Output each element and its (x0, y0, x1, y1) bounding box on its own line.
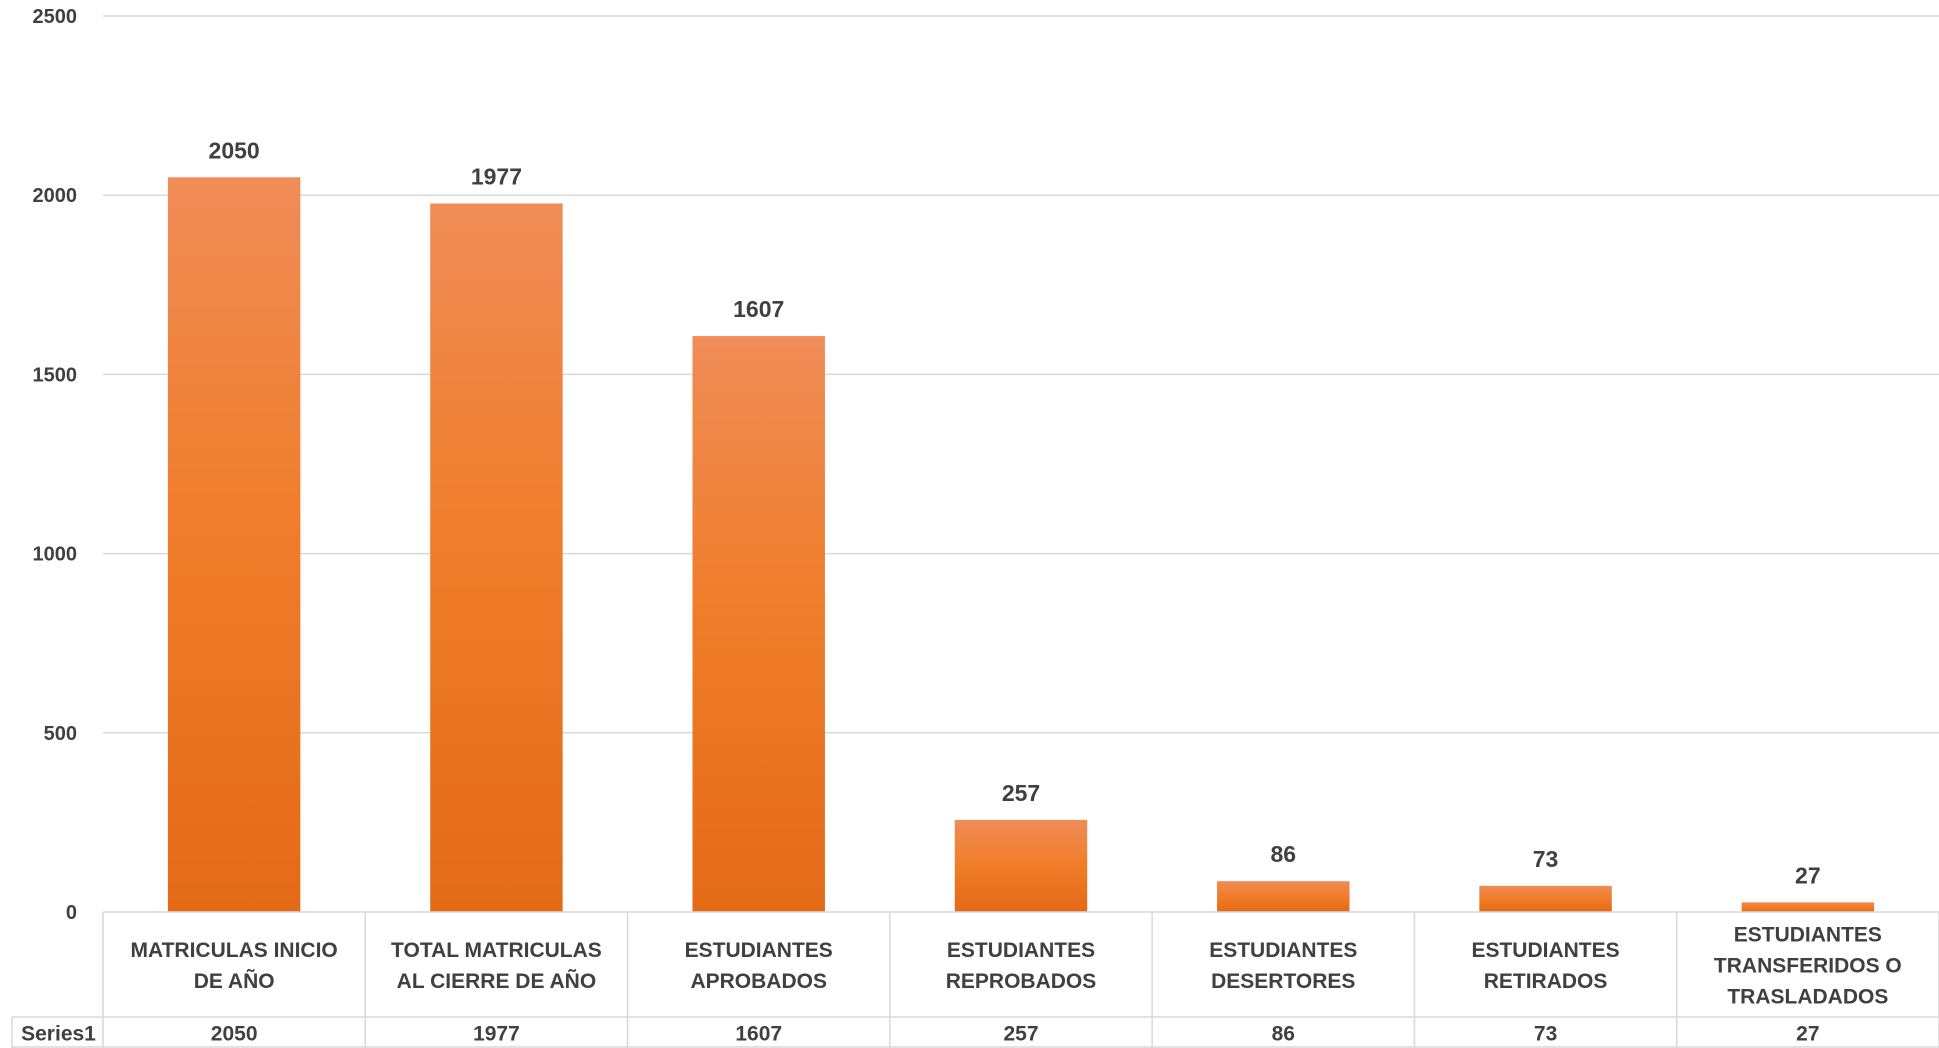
table-cell-value: 86 (1272, 1023, 1295, 1046)
series-label: Series1 (21, 1023, 96, 1046)
bar (430, 203, 563, 912)
data-table (11, 911, 1939, 1048)
category-label: ESTUDIANTES RETIRADOS (1471, 939, 1619, 993)
table-cell-value: 73 (1534, 1023, 1557, 1046)
bar (1479, 885, 1612, 912)
data-label: 73 (1533, 846, 1559, 872)
bar (167, 177, 301, 912)
category-label: MATRICULAS INICIO DE AÑO (131, 939, 338, 993)
bar (692, 336, 825, 912)
table-cell-value: 1607 (735, 1023, 782, 1046)
gridlines (103, 15, 1939, 734)
table-cell-value: 2050 (211, 1023, 258, 1046)
data-label: 1607 (733, 296, 784, 322)
bar (1217, 881, 1350, 912)
category-label: ESTUDIANTES REPROBADOS (946, 939, 1097, 993)
y-tick-label: 2500 (33, 6, 78, 28)
data-label: 1977 (471, 163, 522, 189)
y-tick-label: 500 (44, 723, 77, 745)
y-tick-label: 1000 (33, 544, 78, 566)
y-tick-label: 0 (66, 902, 77, 924)
category-label: TOTAL MATRICULAS AL CIERRE DE AÑO (391, 939, 602, 993)
bar (954, 819, 1088, 912)
category-label: ESTUDIANTES APROBADOS (685, 939, 833, 993)
table-cell-value: 27 (1796, 1023, 1819, 1046)
y-tick-label: 2000 (33, 185, 78, 207)
table-cell-value: 257 (1003, 1023, 1038, 1046)
data-label: 27 (1795, 862, 1821, 888)
table-cell-value: 1977 (473, 1023, 520, 1046)
data-label: 257 (1002, 780, 1040, 806)
bar (1741, 902, 1875, 912)
labels: 0 500 1000 1500 2000 2500 2050 1977 1607 257 86 73 2… (21, 6, 1902, 1046)
y-tick-label: 1500 (33, 364, 78, 386)
category-label: ESTUDIANTES DESERTORES (1209, 939, 1357, 993)
bars (167, 177, 1875, 912)
data-label: 86 (1270, 841, 1296, 867)
data-label: 2050 (209, 137, 260, 163)
category-label: ESTUDIANTES TRANSFERIDOS O TRASLADADOS (1714, 924, 1902, 1009)
